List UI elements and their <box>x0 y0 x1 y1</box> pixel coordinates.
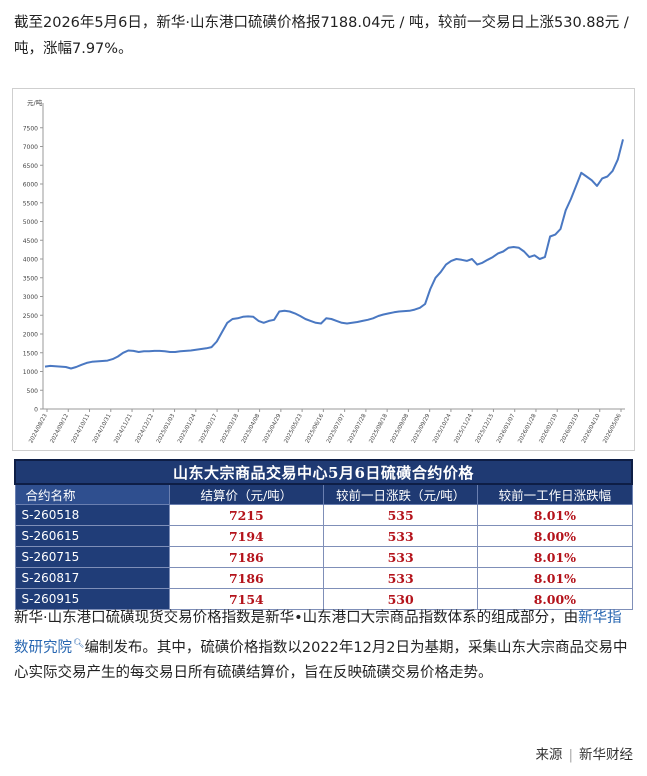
x-tick-label: 2025/05/23 <box>283 413 304 445</box>
x-tick-label: 2025/06/16 <box>305 413 326 445</box>
y-tick-label: 1500 <box>23 350 38 357</box>
y-tick-label: 2000 <box>23 332 38 339</box>
settle-price: 7215 <box>168 504 325 526</box>
x-tick-label: 2025/09/29 <box>411 413 432 445</box>
source-name[interactable]: 新华财经 <box>579 747 633 763</box>
intro-paragraph: 截至2026年5月6日，新华·山东港口硫磺价格报7188.04元 / 吨，较前一… <box>14 15 629 57</box>
x-tick-label: 2025/10/24 <box>432 413 453 445</box>
x-tick-label: 2025/04/29 <box>262 413 283 445</box>
x-tick-label: 2024/10/31 <box>92 413 113 445</box>
y-tick-label: 500 <box>27 388 39 395</box>
x-tick-label: 2025/07/07 <box>326 413 347 445</box>
x-tick-label: 2025/03/18 <box>220 413 241 445</box>
contract-price-table: 山东大宗商品交易中心5月6日硫磺合约价格 合约名称 结算价（元/吨） 较前一日涨… <box>14 459 633 610</box>
x-tick-label: 2024/12/12 <box>135 413 155 444</box>
contract-code: S-260915 <box>14 588 170 610</box>
x-tick-label: 2026/04/10 <box>581 413 602 445</box>
x-tick-label: 2025/08/18 <box>368 413 389 445</box>
y-tick-label: 3000 <box>23 294 38 301</box>
y-tick-label: 4000 <box>23 257 38 264</box>
header-contract: 合约名称 <box>14 483 170 505</box>
price-change: 535 <box>322 504 479 526</box>
price-change-pct: 8.00% <box>477 588 633 610</box>
table-row: S-260915 7154 530 8.00% <box>14 588 633 610</box>
x-tick-label: 2024/08/23 <box>28 413 49 445</box>
y-tick-label: 3500 <box>23 275 38 282</box>
contract-code: S-260518 <box>14 504 170 526</box>
price-change-pct: 8.01% <box>477 546 633 568</box>
price-chart: 元/吨 0 500 1000 1500 2000 2500 3000 3500 4000 4500 5… <box>12 88 635 451</box>
price-change-pct: 8.01% <box>477 567 633 589</box>
settle-price: 7154 <box>168 588 325 610</box>
y-tick-label: 7500 <box>23 125 38 132</box>
x-tick-label: 2026/01/28 <box>517 413 538 445</box>
price-change: 533 <box>322 525 479 547</box>
table-title: 山东大宗商品交易中心5月6日硫磺合约价格 <box>14 459 633 485</box>
contract-code: S-260615 <box>14 525 170 547</box>
x-tick-label: 2025/12/15 <box>475 413 496 445</box>
x-tick-label: 2026/01/07 <box>496 413 517 445</box>
table-row: S-260715 7186 533 8.01% <box>14 546 633 568</box>
y-tick-label: 0 <box>34 407 38 414</box>
price-change: 530 <box>322 588 479 610</box>
settle-price: 7194 <box>168 525 325 547</box>
table-header-row: 合约名称 结算价（元/吨） 较前一日涨跌（元/吨） 较前一工作日涨跌幅 <box>14 483 633 505</box>
source-label: 来源 <box>535 747 563 763</box>
y-tick-label: 6500 <box>23 163 38 170</box>
price-change: 533 <box>322 546 479 568</box>
y-tick-label: 4500 <box>23 238 38 245</box>
y-tick-label: 2500 <box>23 313 38 320</box>
y-tick-label: 6000 <box>23 182 38 189</box>
y-tick-label: 5500 <box>23 200 38 207</box>
description-text-1: 新华·山东港口硫磺现货交易价格指数是新华•山东港口大宗商品指数体系的组成部分，由 <box>14 610 579 626</box>
x-tick-label: 2025/04/08 <box>241 413 262 445</box>
x-tick-label: 2025/11/24 <box>454 413 475 445</box>
settle-price: 7186 <box>168 546 325 568</box>
price-series-line <box>44 139 624 370</box>
x-tick-label: 2026/02/19 <box>539 413 560 445</box>
chart-canvas: 元/吨 0 500 1000 1500 2000 2500 3000 3500 4000 4500 5… <box>23 98 625 445</box>
header-settle: 结算价（元/吨） <box>168 483 325 505</box>
header-change: 较前一日涨跌（元/吨） <box>322 483 479 505</box>
x-tick-label: 2025/01/24 <box>177 413 198 445</box>
x-tick-label: 2024/11/21 <box>113 413 134 445</box>
table-row: S-260518 7215 535 8.01% <box>14 504 633 526</box>
price-change: 533 <box>322 567 479 589</box>
divider: | <box>568 747 573 763</box>
search-icon[interactable]: 🔍︎ <box>73 638 85 649</box>
y-axis-label: 元/吨 <box>27 98 43 107</box>
table-row: S-260817 7186 533 8.01% <box>14 567 633 589</box>
x-tick-label: 2026/05/06 <box>602 413 623 445</box>
y-tick-label: 1000 <box>23 369 38 376</box>
x-tick-label: 2025/01/03 <box>156 413 177 445</box>
description-text-2: 编制发布。其中，硫磺价格指数以2022年12月2日为基期，采集山东大宗商品交易中… <box>14 639 628 681</box>
source-footer: 来源 | 新华财经 <box>535 743 633 763</box>
price-change-pct: 8.01% <box>477 504 633 526</box>
institute-link[interactable]: 新华指数研究院 <box>14 610 622 656</box>
x-tick-label: 2024/09/12 <box>50 413 70 444</box>
contract-code: S-260817 <box>14 567 170 589</box>
description-paragraph: 新华·山东港口硫磺现货交易价格指数是新华•山东港口大宗商品指数体系的组成部分，由… <box>14 606 636 686</box>
settle-price: 7186 <box>168 567 325 589</box>
x-tick-label: 2025/07/28 <box>347 413 368 445</box>
x-tick-label: 2024/10/11 <box>71 413 92 445</box>
x-tick-label: 2026/03/19 <box>560 413 581 445</box>
table-row: S-260615 7194 533 8.00% <box>14 525 633 547</box>
x-tick-label: 2025/02/17 <box>198 413 219 445</box>
x-tick-label: 2025/09/08 <box>390 413 411 445</box>
contract-code: S-260715 <box>14 546 170 568</box>
price-change-pct: 8.00% <box>477 525 633 547</box>
header-pct: 较前一工作日涨跌幅 <box>477 483 633 505</box>
y-tick-label: 5000 <box>23 219 38 226</box>
y-tick-label: 7000 <box>23 144 38 151</box>
